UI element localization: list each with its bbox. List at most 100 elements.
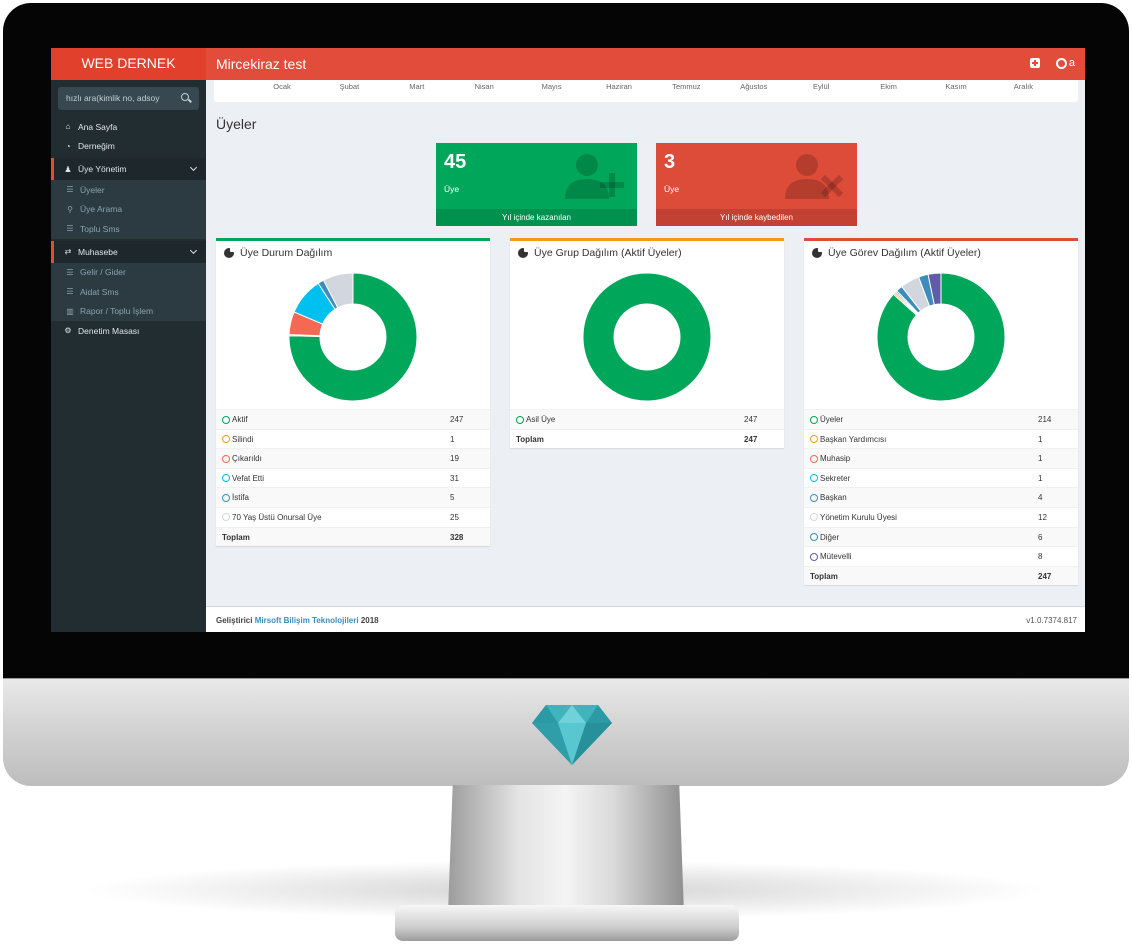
donut-slice[interactable] [582, 272, 712, 402]
row-label-text: Çıkarıldı [232, 454, 262, 464]
gears-icon: ⚙ [64, 326, 72, 336]
table-row: Silindi 1 [216, 428, 490, 449]
donut-slice[interactable] [927, 272, 942, 306]
list-icon: ☰ [66, 185, 74, 195]
month-label: Mart [409, 82, 425, 91]
row-label-text: Diğer [820, 532, 840, 542]
month-label: Kasım [945, 82, 967, 91]
circle-icon [810, 474, 818, 483]
sidebar-item-1[interactable]: ◔ Derneğim [51, 137, 206, 157]
circle-icon [222, 513, 230, 522]
stand-base [395, 905, 739, 941]
sidebar-item-10[interactable]: ⚙ Denetim Masası [51, 321, 206, 341]
total-label: Toplam [516, 434, 544, 444]
gained-footer[interactable]: Yıl içinde kazanılan [436, 209, 637, 226]
screen: WEB DERNEK Mircekiraz test a hızlı ara(k… [51, 48, 1085, 632]
row-value: 1 [450, 434, 455, 444]
pie-chart-icon [518, 247, 529, 258]
page-header-title: Mircekiraz test [216, 56, 307, 72]
row-label: İstifa [222, 493, 249, 502]
navbar-icons: a [1029, 57, 1075, 69]
total-row: Toplam 247 [510, 428, 784, 449]
sidebar-item-label: Ana Sayfa [78, 121, 118, 132]
footer-credit: Geliştirici Mirsoft Bilişim Teknolojiler… [216, 616, 379, 625]
table-row: Diğer 6 [804, 526, 1078, 547]
row-label: Muhasip [810, 454, 850, 463]
sidebar: hızlı ara(kimlik no, adsoy ⌂ Ana Sayfa ◔ De… [51, 80, 206, 632]
row-value: 31 [450, 473, 459, 483]
row-label: 70 Yaş Üstü Onursal Üye [222, 513, 322, 522]
box-title-text: Üye Durum Dağılım [240, 247, 333, 259]
circle-icon [222, 474, 230, 483]
month-label: Temmuz [672, 82, 701, 91]
search-icon[interactable] [181, 93, 189, 101]
table-row: Aktif 247 [216, 409, 490, 429]
row-value: 25 [450, 512, 459, 522]
dashboard-icon: ◔ [65, 141, 71, 151]
user-times-icon [785, 154, 844, 199]
sidebar-nav: ⌂ Ana Sayfa ◔ Derneğim ♟ Üye Yönetim ☰ Üyeler ⚲ Ü… [51, 117, 206, 341]
sidebar-item-3[interactable]: ☰ Üyeler [51, 180, 206, 200]
search-input[interactable]: hızlı ara(kimlik no, adsoy [58, 87, 199, 110]
circle-icon [222, 435, 230, 444]
table-row: Çıkarıldı 19 [216, 448, 490, 468]
donut-chart [876, 272, 1006, 402]
sidebar-item-9[interactable]: ▥ Rapor / Toplu İşlem [51, 301, 206, 321]
row-label-text: Aktif [232, 415, 248, 424]
table-row: İstifa 5 [216, 487, 490, 507]
row-value: 19 [450, 454, 459, 464]
lost-members-card[interactable]: 3 Üye Yıl içinde kaybedilen [656, 143, 857, 226]
sidebar-item-0[interactable]: ⌂ Ana Sayfa [51, 117, 206, 137]
circle-icon [516, 415, 524, 424]
pie-chart-icon [812, 247, 823, 258]
row-value: 247 [450, 415, 464, 424]
table-row: Yönetim Kurulu Üyesi 12 [804, 506, 1078, 527]
sidebar-item-6[interactable]: ⇄ Muhasebe [51, 240, 206, 263]
company-link[interactable]: Mirsoft Bilişim Teknolojileri [254, 616, 359, 625]
user-menu[interactable]: a [1055, 57, 1075, 69]
page-title: Üyeler [216, 116, 257, 132]
donut-slice[interactable] [876, 272, 1006, 402]
month-label: Ocak [273, 82, 291, 91]
add-square-icon[interactable] [1029, 58, 1040, 68]
lost-label: Üye [664, 184, 680, 194]
donut-slice[interactable] [288, 272, 418, 402]
row-label: Başkan [810, 493, 847, 502]
row-label-text: Mütevelli [820, 552, 852, 562]
total-label: Toplam [222, 532, 250, 542]
row-value: 5 [450, 493, 455, 503]
sidebar-item-label: Muhasebe [78, 246, 118, 257]
sidebar-item-5[interactable]: ☰ Toplu Sms [51, 219, 206, 239]
row-value: 8 [1038, 552, 1043, 562]
list-icon: ☰ [66, 224, 74, 234]
diamond-logo-icon [532, 705, 612, 765]
row-label-text: Vefat Etti [232, 473, 265, 483]
chart-box: Üye Görev Dağılım (Aktif Üyeler) Üyeler 21… [804, 238, 1078, 586]
total-value: 247 [1038, 571, 1052, 581]
row-label-text: İstifa [232, 493, 249, 503]
donut-slice[interactable] [322, 272, 354, 309]
sidebar-item-label: Üye Arama [80, 204, 123, 215]
user-circle-icon [1055, 57, 1067, 69]
month-label: Nisan [474, 82, 494, 91]
row-value: 1 [1038, 454, 1043, 464]
sidebar-item-4[interactable]: ⚲ Üye Arama [51, 199, 206, 219]
table-row: Sekreter 1 [804, 467, 1078, 488]
brand-logo[interactable]: WEB DERNEK [51, 48, 206, 80]
search-placeholder: hızlı ara(kimlik no, adsoy [66, 93, 160, 103]
sidebar-item-label: Toplu Sms [80, 223, 120, 234]
sidebar-item-8[interactable]: ☰ Aidat Sms [51, 282, 206, 302]
gained-members-card[interactable]: 45 Üye Yıl içinde kazanılan [436, 143, 637, 226]
sidebar-item-label: Aidat Sms [80, 286, 119, 297]
top-navbar: Mircekiraz test a [206, 48, 1085, 80]
row-value: 12 [1038, 512, 1047, 522]
stand-neck [448, 785, 684, 913]
box-title: Üye Görev Dağılım (Aktif Üyeler) [804, 241, 1078, 266]
sidebar-item-2[interactable]: ♟ Üye Yönetim [51, 158, 206, 180]
month-label: Ağustos [740, 82, 768, 91]
chevron-down-icon [189, 163, 198, 172]
sidebar-item-7[interactable]: ☰ Gelir / Gider [51, 262, 206, 282]
lost-footer[interactable]: Yıl içinde kaybedilen [656, 209, 857, 226]
circle-icon [810, 493, 818, 502]
table-row: Mütevelli 8 [804, 546, 1078, 566]
